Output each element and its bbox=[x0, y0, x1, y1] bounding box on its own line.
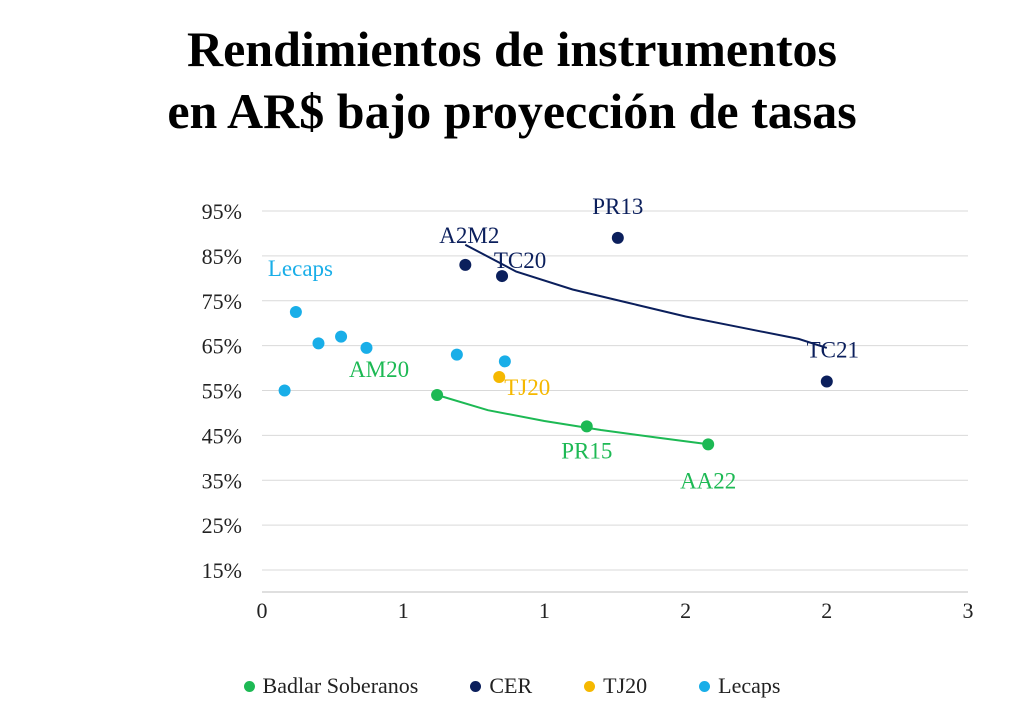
data-point bbox=[580, 420, 593, 433]
x-tick-label: 2 bbox=[680, 598, 691, 623]
data-point bbox=[493, 371, 506, 384]
legend-marker bbox=[584, 680, 596, 692]
data-point bbox=[498, 355, 511, 368]
chart-title-line-1: Rendimientos de instrumentos bbox=[186, 21, 838, 77]
y-tick-label: 85% bbox=[202, 244, 242, 269]
y-tick-label: 75% bbox=[202, 289, 242, 314]
legend-item: TJ20 bbox=[584, 673, 647, 699]
data-point bbox=[278, 384, 291, 397]
legend-item: Lecaps bbox=[699, 673, 780, 699]
chart-title: Rendimientos de instrumentos en AR$ bajo… bbox=[0, 18, 1024, 142]
legend-item: CER bbox=[470, 673, 532, 699]
trendline bbox=[436, 394, 709, 446]
data-point bbox=[289, 305, 302, 318]
legend-label: CER bbox=[489, 673, 533, 698]
y-tick-label: 45% bbox=[202, 423, 242, 448]
series-group-label: Lecaps bbox=[268, 256, 333, 281]
data-point bbox=[702, 438, 715, 451]
data-point bbox=[611, 231, 624, 244]
data-point bbox=[496, 270, 509, 283]
data-label: A2M2 bbox=[439, 223, 499, 248]
y-tick-label: 15% bbox=[202, 558, 242, 583]
y-tick-label: 55% bbox=[202, 379, 242, 404]
legend-item: Badlar Soberanos bbox=[243, 673, 419, 699]
data-label: PR15 bbox=[561, 438, 612, 463]
data-label: AA22 bbox=[680, 468, 736, 493]
data-label: TJ20 bbox=[504, 375, 550, 400]
data-point bbox=[820, 375, 833, 388]
chart-legend: Badlar Soberanos CER TJ20 Lecaps bbox=[0, 668, 1024, 704]
data-point bbox=[312, 337, 325, 350]
y-tick-label: 35% bbox=[202, 468, 242, 493]
x-tick-label: 0 bbox=[257, 598, 268, 623]
data-label: PR13 bbox=[592, 194, 643, 219]
data-point bbox=[360, 341, 373, 354]
legend-label: Lecaps bbox=[718, 673, 781, 698]
legend-marker bbox=[699, 680, 711, 692]
y-tick-label: 95% bbox=[202, 199, 242, 224]
data-label: AM20 bbox=[349, 357, 409, 382]
data-point bbox=[459, 258, 472, 271]
legend-marker bbox=[243, 680, 255, 692]
x-tick-label: 1 bbox=[539, 598, 550, 623]
data-point bbox=[450, 348, 463, 361]
x-tick-label: 1 bbox=[398, 598, 409, 623]
chart-title-line-2: en AR$ bajo proyección de tasas bbox=[167, 83, 857, 139]
x-tick-label: 2 bbox=[821, 598, 832, 623]
data-point bbox=[335, 330, 348, 343]
data-point bbox=[431, 388, 444, 401]
y-tick-label: 25% bbox=[202, 513, 242, 538]
legend-marker bbox=[470, 680, 482, 692]
data-label: TC21 bbox=[807, 338, 859, 363]
trendline bbox=[464, 243, 828, 349]
legend-label: Badlar Soberanos bbox=[262, 673, 419, 698]
x-tick-label: 3 bbox=[963, 598, 974, 623]
y-tick-label: 65% bbox=[202, 334, 242, 359]
data-label: TC20 bbox=[494, 248, 546, 273]
legend-label: TJ20 bbox=[603, 673, 648, 698]
